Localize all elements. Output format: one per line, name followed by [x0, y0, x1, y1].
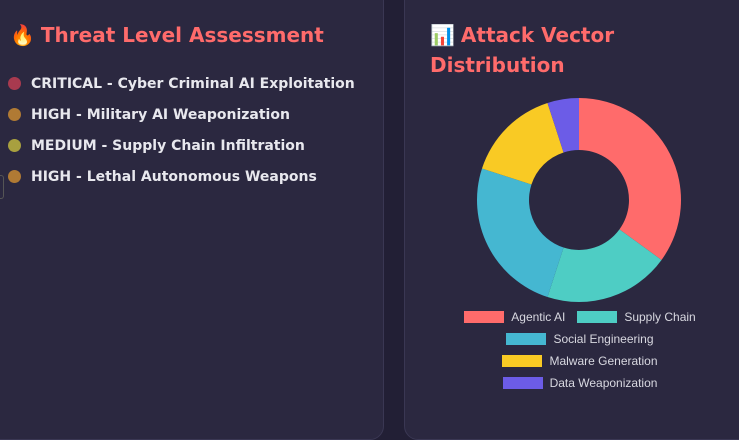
- attack-vector-card: [404, 0, 739, 440]
- threat-item: HIGH - Military AI Weaponization: [8, 99, 355, 130]
- legend-item-malware-generation[interactable]: Malware Generation: [502, 354, 658, 368]
- severity-dot: [8, 139, 21, 152]
- chart-slice[interactable]: [579, 98, 681, 260]
- legend-swatch: [464, 311, 505, 323]
- chart-legend: Agentic AI Supply Chain Social Engineeri…: [440, 306, 720, 394]
- legend-item-data-weaponization[interactable]: Data Weaponization: [502, 376, 657, 390]
- legend-swatch: [577, 311, 618, 323]
- chart-slice[interactable]: [477, 168, 564, 298]
- chart-slice[interactable]: [547, 229, 662, 302]
- scroll-handle[interactable]: [0, 175, 4, 199]
- legend-swatch: [506, 333, 547, 345]
- legend-item-social-engineering[interactable]: Social Engineering: [506, 332, 654, 346]
- bar-chart-icon: 📊: [430, 23, 455, 47]
- legend-swatch: [502, 377, 543, 389]
- chart-slice[interactable]: [481, 102, 564, 185]
- attack-vector-title: 📊 Attack Vector Distribution: [430, 20, 690, 80]
- legend-item-supply-chain[interactable]: Supply Chain: [577, 310, 696, 324]
- severity-dot: [8, 170, 21, 183]
- severity-dot: [8, 108, 21, 121]
- threat-item: HIGH - Lethal Autonomous Weapons: [8, 161, 355, 192]
- fire-icon: 🔥: [10, 23, 35, 47]
- threat-list: CRITICAL - Cyber Criminal AI Exploitatio…: [8, 68, 355, 192]
- threat-item: MEDIUM - Supply Chain Infiltration: [8, 130, 355, 161]
- doughnut-chart[interactable]: [470, 92, 690, 312]
- legend-swatch: [502, 355, 543, 367]
- legend-item-agentic-ai[interactable]: Agentic AI: [464, 310, 565, 324]
- threat-level-title: 🔥 Threat Level Assessment: [10, 20, 324, 50]
- severity-dot: [8, 77, 21, 90]
- threat-level-card: [0, 0, 384, 440]
- chart-slice[interactable]: [547, 98, 579, 153]
- threat-item: CRITICAL - Cyber Criminal AI Exploitatio…: [8, 68, 355, 99]
